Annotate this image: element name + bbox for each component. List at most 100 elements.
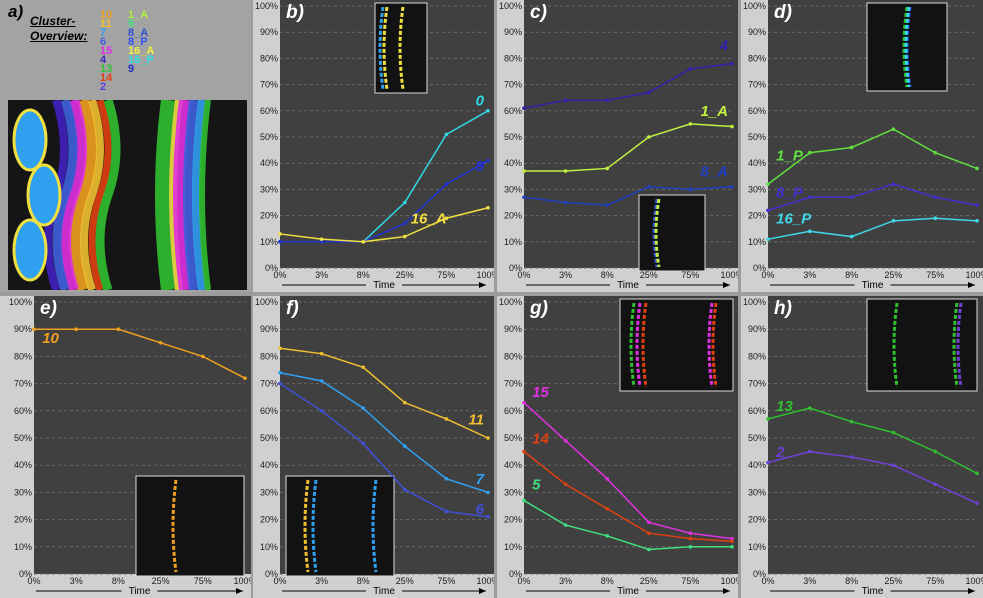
- data-point: [688, 545, 693, 549]
- data-point: [766, 182, 770, 186]
- y-tick-label: 80%: [14, 351, 32, 361]
- series-line-0: [280, 110, 489, 243]
- y-tick-label: 60%: [748, 406, 766, 416]
- y-tick-label: 70%: [504, 80, 522, 90]
- data-point: [849, 234, 854, 239]
- series-label-16-p: 16_P: [776, 210, 812, 227]
- series-line-15: [523, 402, 733, 540]
- data-point: [444, 182, 449, 186]
- series-line-7: [279, 371, 489, 494]
- inset-cluster-0: [892, 302, 899, 388]
- x-tick-label: 3%: [803, 576, 816, 586]
- series-line-2: [767, 450, 978, 504]
- x-tick-label: 0%: [517, 576, 530, 586]
- data-point: [975, 219, 979, 223]
- data-point: [730, 124, 734, 129]
- data-point: [766, 208, 770, 213]
- data-point: [444, 477, 449, 481]
- data-point: [688, 187, 693, 192]
- x-axis-label: Time: [129, 586, 151, 597]
- series-label-9: 9: [476, 158, 485, 175]
- y-tick-label: 70%: [748, 80, 766, 90]
- data-point: [361, 240, 365, 244]
- y-tick-label: 40%: [504, 158, 522, 168]
- series-line-11: [279, 347, 489, 439]
- data-point: [933, 449, 937, 454]
- y-tick-label: 10%: [260, 237, 278, 247]
- legend-item-15: 15: [100, 45, 113, 57]
- y-tick-label: 20%: [504, 211, 522, 221]
- data-point: [808, 406, 812, 410]
- data-point: [522, 498, 526, 503]
- sim-band-left-5: [95, 100, 121, 290]
- data-point: [849, 195, 854, 200]
- y-axis-strip: [741, 0, 768, 292]
- data-point: [563, 98, 568, 103]
- y-tick-label: 60%: [504, 406, 522, 416]
- x-tick-label: 100%: [965, 576, 983, 586]
- y-tick-label: 50%: [748, 132, 766, 142]
- data-point: [319, 351, 324, 356]
- y-tick-label: 90%: [504, 27, 522, 37]
- data-point: [891, 182, 896, 186]
- x-tick-label: 8%: [845, 576, 858, 586]
- legend-item-10: 10: [100, 9, 113, 21]
- y-tick-label: 90%: [260, 324, 278, 334]
- chart-panel-c: 0% 10% 20% 30% 40% 50% 60% 70% 80% 90% 100% 0% 3% 8% 2…: [497, 0, 738, 292]
- data-point: [563, 438, 568, 443]
- series-line-1-p: [767, 128, 978, 185]
- data-point: [403, 400, 407, 405]
- y-tick-label: 0%: [509, 263, 522, 273]
- data-point: [403, 487, 407, 492]
- panel-letter-d: d): [774, 2, 792, 23]
- y-tick-label: 10%: [504, 542, 522, 552]
- legend-item-14: 14: [100, 72, 113, 84]
- y-tick-label: 20%: [748, 211, 766, 221]
- series-label-16-a: 16_A: [411, 210, 447, 227]
- y-tick-label: 20%: [748, 515, 766, 525]
- x-tick-label: 8%: [112, 576, 125, 586]
- x-tick-label: 0%: [273, 576, 286, 586]
- data-point: [319, 409, 324, 413]
- x-axis-label: Time: [617, 586, 639, 597]
- data-point: [933, 216, 937, 221]
- y-tick-label: 40%: [748, 158, 766, 168]
- x-tick-label: 3%: [559, 270, 572, 280]
- y-tick-label: 30%: [504, 184, 522, 194]
- data-point: [975, 166, 979, 171]
- legend-item-5: 5: [128, 18, 135, 30]
- x-axis-label: Time: [862, 280, 884, 291]
- x-axis-label: Time: [373, 280, 395, 291]
- inset-cluster-1: [378, 6, 385, 90]
- data-point: [486, 109, 490, 113]
- y-tick-label: 0%: [265, 263, 278, 273]
- x-tick-label: 3%: [315, 576, 328, 586]
- x-axis-strip: [0, 574, 251, 598]
- y-tick-label: 80%: [260, 53, 278, 63]
- x-tick-label: 8%: [601, 576, 614, 586]
- x-tick-label: 75%: [194, 576, 212, 586]
- y-tick-label: 40%: [14, 460, 32, 470]
- data-point: [319, 379, 324, 383]
- legend-item-7: 7: [100, 27, 107, 39]
- inset-cluster-0: [171, 479, 178, 573]
- y-tick-label: 100%: [499, 297, 522, 307]
- series-label-8-a: 8_A: [700, 163, 728, 180]
- data-point: [891, 463, 896, 467]
- data-point: [605, 98, 609, 103]
- y-tick-label: 30%: [260, 184, 278, 194]
- data-point: [647, 531, 651, 535]
- legend-item-13: 13: [100, 63, 113, 75]
- inset-snapshot: [135, 475, 245, 577]
- x-tick-label: 25%: [396, 270, 414, 280]
- x-axis-strip: [741, 268, 983, 292]
- data-point: [444, 216, 449, 221]
- data-point: [278, 381, 282, 386]
- chart-panel-f: 0% 10% 20% 30% 40% 50% 60% 70% 80% 90% 100% 0% 3% 8% 2…: [253, 296, 494, 598]
- data-point: [116, 327, 121, 331]
- y-tick-label: 100%: [743, 297, 766, 307]
- x-tick-label: 75%: [926, 576, 944, 586]
- y-tick-label: 10%: [14, 542, 32, 552]
- data-point: [32, 327, 36, 331]
- time-arrowhead: [723, 588, 730, 594]
